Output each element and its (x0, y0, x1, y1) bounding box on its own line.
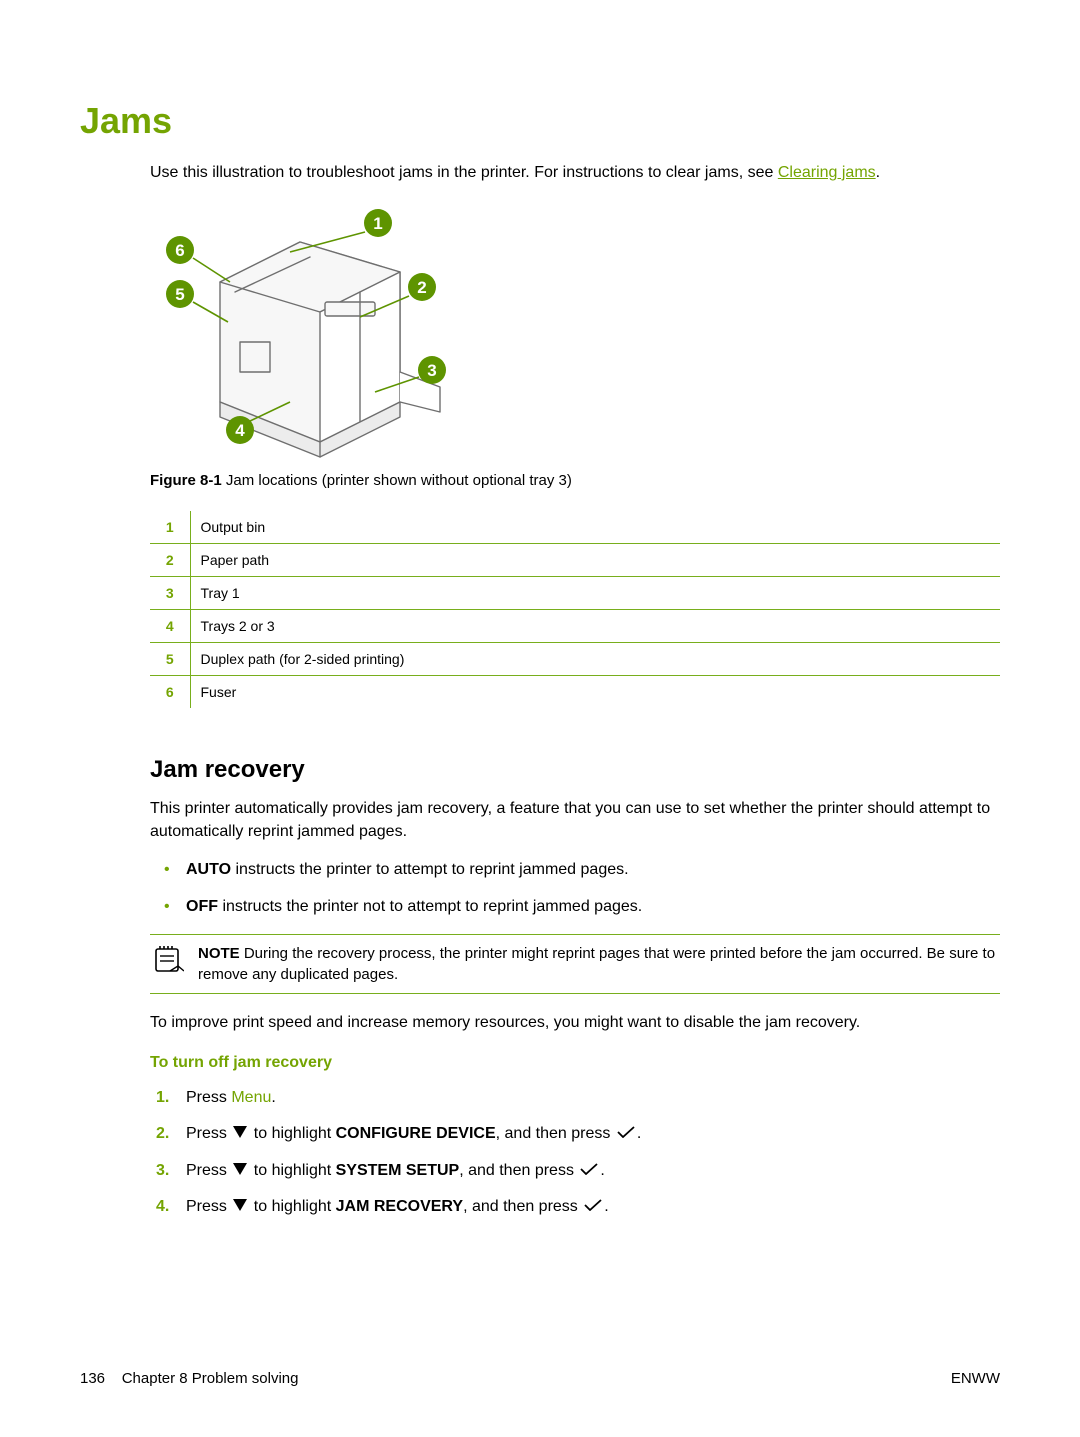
down-arrow-icon (233, 1195, 247, 1219)
auto-label: AUTO (186, 861, 231, 878)
step-1: Press Menu. (150, 1086, 1000, 1110)
step-4: Press to highlight JAM RECOVERY, and the… (150, 1195, 1000, 1219)
clearing-jams-link[interactable]: Clearing jams (778, 164, 876, 181)
s2a: Press (186, 1126, 231, 1143)
svg-text:1: 1 (373, 214, 382, 233)
table-row: 1Output bin (150, 511, 1000, 544)
row-number: 6 (150, 676, 190, 709)
page-footer: 136 Chapter 8 Problem solving ENWW (80, 1370, 1000, 1387)
note-icon (150, 943, 184, 985)
row-label: Duplex path (for 2-sided printing) (190, 643, 1000, 676)
s4d: . (604, 1198, 608, 1215)
check-icon (580, 1159, 598, 1183)
menu-label: Menu (231, 1089, 271, 1106)
auto-desc: instructs the printer to attempt to repr… (231, 861, 629, 878)
procedure-steps: Press Menu. Press to highlight CONFIGURE… (150, 1086, 1000, 1219)
s3d: . (600, 1162, 604, 1179)
s4bold: JAM RECOVERY (336, 1198, 463, 1215)
s3bold: SYSTEM SETUP (336, 1162, 460, 1179)
row-label: Trays 2 or 3 (190, 610, 1000, 643)
svg-text:4: 4 (235, 421, 245, 440)
s3b: to highlight (249, 1162, 335, 1179)
row-number: 3 (150, 577, 190, 610)
recovery-intro: This printer automatically provides jam … (150, 798, 1000, 843)
s3c: , and then press (459, 1162, 578, 1179)
option-auto: AUTO instructs the printer to attempt to… (150, 859, 1000, 881)
row-label: Fuser (190, 676, 1000, 709)
intro-after-link: . (876, 164, 880, 181)
table-row: 2Paper path (150, 544, 1000, 577)
improve-text: To improve print speed and increase memo… (150, 1012, 1000, 1034)
row-label: Tray 1 (190, 577, 1000, 610)
svg-text:2: 2 (417, 278, 426, 297)
figure-label-rest: Jam locations (printer shown without opt… (222, 472, 572, 489)
brand-label: ENWW (951, 1370, 1000, 1387)
figure-caption: Figure 8-1 Jam locations (printer shown … (150, 472, 1000, 489)
s2b: to highlight (249, 1126, 335, 1143)
table-row: 3Tray 1 (150, 577, 1000, 610)
svg-text:3: 3 (427, 361, 436, 380)
recovery-options-list: AUTO instructs the printer to attempt to… (150, 859, 1000, 918)
procedure-title: To turn off jam recovery (150, 1054, 1000, 1072)
note-body: During the recovery process, the printer… (198, 945, 995, 983)
jam-recovery-heading: Jam recovery (150, 756, 1000, 784)
row-number: 4 (150, 610, 190, 643)
s4a: Press (186, 1198, 231, 1215)
printer-figure: 1 2 3 4 5 6 (150, 202, 1000, 462)
row-label: Output bin (190, 511, 1000, 544)
option-off: OFF instructs the printer not to attempt… (150, 896, 1000, 918)
row-label: Paper path (190, 544, 1000, 577)
row-number: 5 (150, 643, 190, 676)
intro-paragraph: Use this illustration to troubleshoot ja… (150, 162, 1000, 184)
check-icon (617, 1122, 635, 1146)
s2bold: CONFIGURE DEVICE (336, 1126, 496, 1143)
check-icon (584, 1195, 602, 1219)
note-label: NOTE (198, 945, 240, 962)
s1a: Press (186, 1089, 231, 1106)
s2d: . (637, 1126, 641, 1143)
s2c: , and then press (496, 1126, 615, 1143)
chapter-label: Chapter 8 Problem solving (122, 1370, 299, 1387)
step-2: Press to highlight CONFIGURE DEVICE, and… (150, 1122, 1000, 1146)
intro-before-link: Use this illustration to troubleshoot ja… (150, 164, 778, 181)
off-desc: instructs the printer not to attempt to … (218, 898, 642, 915)
row-number: 2 (150, 544, 190, 577)
figure-label-bold: Figure 8-1 (150, 472, 222, 489)
s4c: , and then press (463, 1198, 582, 1215)
table-row: 6Fuser (150, 676, 1000, 709)
down-arrow-icon (233, 1159, 247, 1183)
s3a: Press (186, 1162, 231, 1179)
page-number: 136 (80, 1370, 105, 1387)
step-3: Press to highlight SYSTEM SETUP, and the… (150, 1159, 1000, 1183)
down-arrow-icon (233, 1122, 247, 1146)
table-row: 4Trays 2 or 3 (150, 610, 1000, 643)
jam-locations-table: 1Output bin2Paper path3Tray 14Trays 2 or… (150, 511, 1000, 708)
s4b: to highlight (249, 1198, 335, 1215)
svg-text:6: 6 (175, 241, 184, 260)
page-title: Jams (80, 100, 1000, 142)
svg-text:5: 5 (175, 285, 184, 304)
row-number: 1 (150, 511, 190, 544)
s1b: . (271, 1089, 275, 1106)
table-row: 5Duplex path (for 2-sided printing) (150, 643, 1000, 676)
off-label: OFF (186, 898, 218, 915)
note-box: NOTE During the recovery process, the pr… (150, 934, 1000, 994)
